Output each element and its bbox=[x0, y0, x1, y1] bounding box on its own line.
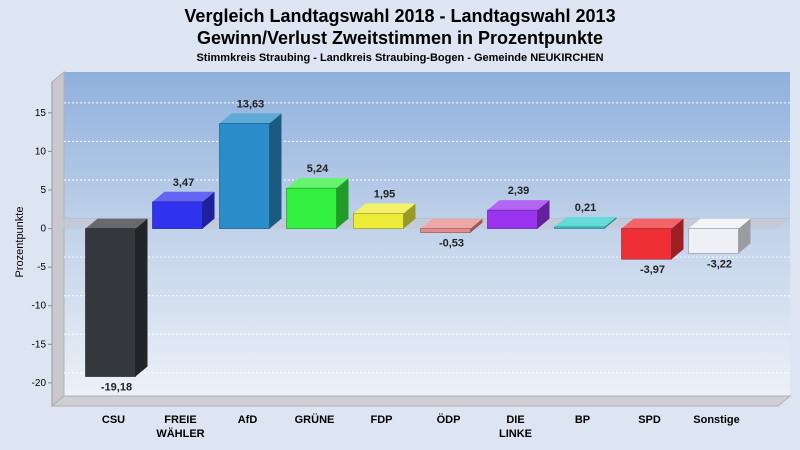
data-label: 2,39 bbox=[508, 185, 529, 197]
bar-top bbox=[353, 203, 416, 214]
data-label: -3,97 bbox=[640, 264, 665, 276]
bar-side bbox=[135, 218, 148, 377]
x-tick-line: BP bbox=[575, 414, 590, 426]
bar-top bbox=[85, 218, 148, 229]
data-label: 13,63 bbox=[237, 98, 265, 110]
bar-side bbox=[403, 203, 416, 229]
plot-floor bbox=[50, 395, 792, 407]
x-tick-label: FDP bbox=[371, 414, 393, 426]
bar-top bbox=[688, 218, 751, 229]
y-tick-label: 0 bbox=[40, 224, 46, 235]
x-tick-label: Sonstige bbox=[693, 414, 739, 426]
bar-side bbox=[470, 218, 483, 233]
data-label: -19,18 bbox=[101, 382, 132, 394]
bar-side bbox=[604, 216, 617, 229]
bar-2 bbox=[152, 191, 215, 229]
data-label: 0,21 bbox=[575, 202, 596, 214]
bar-side bbox=[537, 200, 550, 229]
bar-top bbox=[554, 216, 617, 227]
bar-10 bbox=[688, 218, 751, 254]
y-tick-label: 10 bbox=[35, 146, 47, 157]
bar-front bbox=[353, 213, 404, 229]
x-tick-label: SPD bbox=[638, 414, 661, 426]
bar-top bbox=[219, 113, 282, 124]
x-tick-line: FREIE bbox=[164, 414, 196, 426]
bar-front bbox=[487, 209, 538, 229]
x-tick-line: LINKE bbox=[499, 428, 532, 440]
bar-7 bbox=[487, 200, 550, 229]
chart-subtitle: Gewinn/Verlust Zweitstimmen in Prozentpu… bbox=[196, 28, 604, 48]
bar-5 bbox=[353, 203, 416, 229]
bar-3 bbox=[219, 113, 282, 229]
bar-4 bbox=[286, 178, 349, 229]
x-tick-label: CSU bbox=[102, 414, 125, 426]
x-tick-label: DIE LINKE bbox=[499, 414, 532, 440]
x-tick-line: ÖDP bbox=[437, 413, 461, 426]
bar-top bbox=[420, 218, 483, 229]
bar-top bbox=[621, 218, 684, 229]
bar-front bbox=[152, 201, 203, 229]
y-tick-label: -15 bbox=[32, 339, 47, 350]
chart-title: Vergleich Landtagswahl 2018 - Landtagswa… bbox=[184, 6, 616, 26]
bar-top bbox=[152, 191, 215, 202]
bar-front bbox=[286, 187, 337, 229]
bar-8 bbox=[554, 216, 617, 229]
data-label: 3,47 bbox=[173, 177, 194, 189]
plot-left-wall bbox=[51, 70, 65, 408]
x-tick-line: DIE bbox=[506, 414, 524, 426]
x-tick-line: SPD bbox=[638, 414, 661, 426]
bar-front bbox=[554, 226, 605, 229]
bar-side bbox=[269, 113, 282, 229]
y-tick-label: 15 bbox=[35, 108, 47, 119]
bar-front bbox=[688, 228, 739, 254]
x-tick-line: GRÜNE bbox=[295, 413, 335, 426]
bar-side bbox=[202, 191, 215, 229]
bar-front bbox=[219, 123, 270, 229]
chart-caption: Stimmkreis Straubing - Landkreis Straubi… bbox=[196, 52, 604, 64]
chart-titles: Vergleich Landtagswahl 2018 - Landtagswa… bbox=[0, 0, 800, 66]
y-tick-label: 5 bbox=[40, 185, 46, 196]
bar-side bbox=[671, 218, 684, 260]
bar-front bbox=[85, 228, 136, 377]
x-tick-line: CSU bbox=[102, 414, 125, 426]
data-label: 1,95 bbox=[374, 189, 395, 201]
bar-side bbox=[738, 218, 751, 254]
bar-front bbox=[621, 228, 672, 260]
bar-top bbox=[286, 178, 349, 189]
x-tick-label: GRÜNE bbox=[295, 413, 335, 426]
bar-6 bbox=[420, 218, 483, 233]
x-tick-label: FREIE WÄHLER bbox=[156, 414, 204, 440]
data-label: -0,53 bbox=[439, 238, 464, 250]
bar-top bbox=[487, 200, 550, 211]
x-tick-label: BP bbox=[575, 414, 590, 426]
data-label: -3,22 bbox=[707, 258, 732, 270]
y-tick-label: -10 bbox=[32, 301, 47, 312]
x-tick-line: FDP bbox=[371, 414, 393, 426]
x-tick-line: Sonstige bbox=[693, 414, 739, 426]
y-tick-label: -20 bbox=[32, 378, 47, 389]
bar-side bbox=[336, 178, 349, 229]
bar-1 bbox=[85, 218, 148, 377]
x-tick-line: WÄHLER bbox=[156, 427, 204, 440]
x-tick-label: ÖDP bbox=[437, 413, 461, 426]
y-axis-label: Prozentpunkte bbox=[14, 207, 26, 278]
data-label: 5,24 bbox=[307, 163, 329, 175]
bar-9 bbox=[621, 218, 684, 260]
x-tick-label: AfD bbox=[238, 414, 258, 426]
bar-front bbox=[420, 228, 471, 233]
y-tick-label: -5 bbox=[37, 262, 46, 273]
x-tick-line: AfD bbox=[238, 414, 258, 426]
